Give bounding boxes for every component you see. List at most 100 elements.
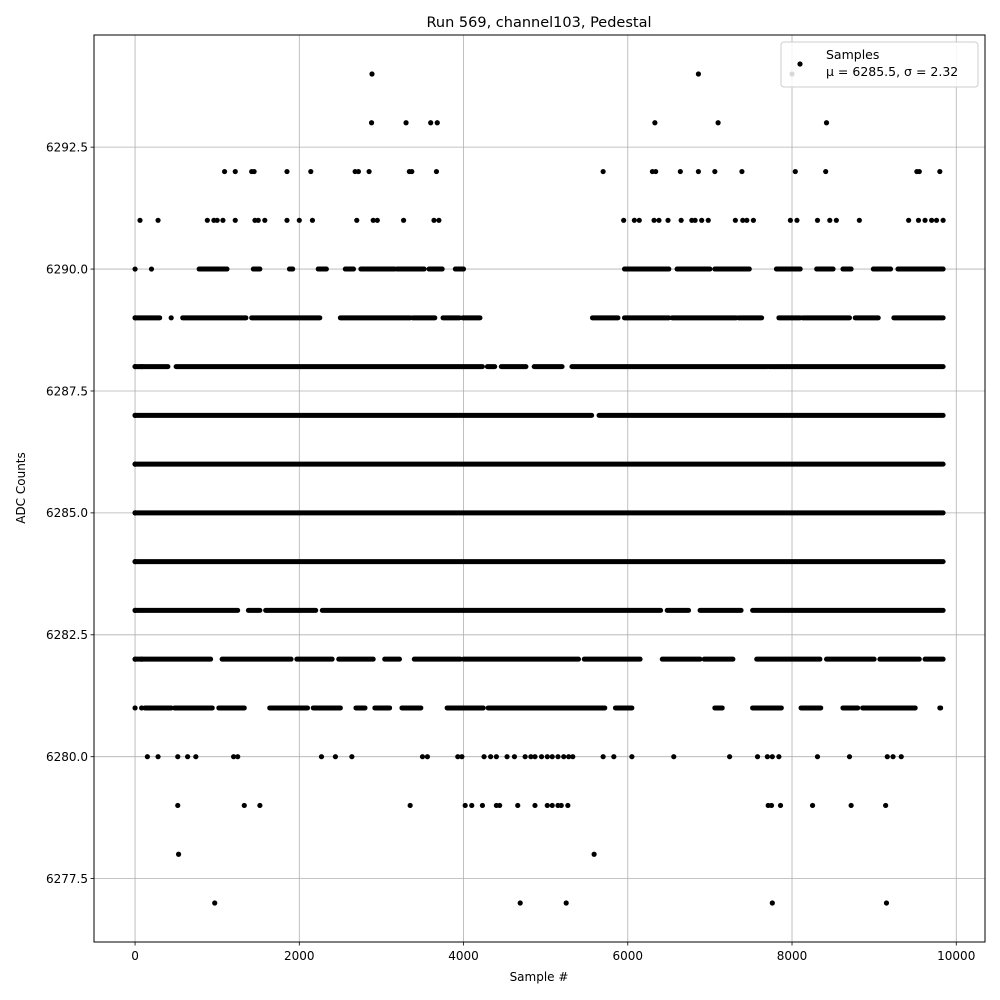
- data-point: [257, 802, 263, 809]
- data-point: [497, 802, 503, 809]
- data-point: [232, 217, 238, 223]
- data-point: [366, 168, 372, 175]
- data-point: [809, 802, 816, 809]
- data-point: [155, 754, 161, 760]
- data-point: [563, 900, 569, 906]
- x-tick-label: 0: [131, 949, 139, 963]
- legend-box: [780, 41, 979, 88]
- data-point: [699, 217, 705, 223]
- data-point: [488, 754, 494, 760]
- data-point: [549, 754, 555, 760]
- data-point: [220, 217, 226, 223]
- data-point: [916, 168, 922, 175]
- data-point: [221, 168, 228, 175]
- data-point: [898, 754, 904, 760]
- data-point: [823, 168, 829, 175]
- y-tick-label: 6280.0: [46, 750, 88, 764]
- data-point: [517, 900, 523, 906]
- y-axis-title: ADC Counts: [14, 452, 28, 524]
- data-point: [631, 217, 637, 223]
- y-axis-ticks: 6277.5 6280.0 6282.5 6285.0 6287.5 6290.0 6292…: [46, 140, 94, 886]
- data-point: [754, 754, 761, 760]
- data-point: [555, 754, 561, 760]
- data-point: [656, 217, 662, 223]
- data-point: [462, 802, 468, 809]
- data-point: [671, 754, 677, 760]
- data-point: [532, 754, 538, 760]
- data-point: [695, 71, 702, 77]
- data-point: [940, 217, 946, 223]
- data-point: [570, 754, 576, 760]
- data-point: [455, 754, 461, 760]
- y-tick-label: 6277.5: [46, 872, 88, 886]
- data-point: [677, 168, 683, 175]
- data-point: [309, 217, 316, 223]
- data-point: [132, 705, 138, 711]
- legend-marker-samples: [797, 61, 803, 67]
- data-point: [528, 754, 534, 760]
- data-point: [768, 802, 775, 809]
- y-tick-label: 6282.5: [46, 628, 88, 642]
- data-point: [434, 120, 440, 126]
- data-point: [479, 802, 486, 809]
- data-point: [712, 168, 718, 175]
- x-tick-label: 6000: [613, 949, 644, 963]
- data-point: [354, 217, 360, 223]
- x-tick-label: 10000: [937, 949, 975, 963]
- data-point: [424, 754, 431, 760]
- data-point: [469, 802, 475, 809]
- data-point: [436, 217, 442, 223]
- data-point: [481, 754, 487, 760]
- data-point: [132, 266, 138, 272]
- data-point: [409, 168, 415, 175]
- legend-label-samples: Samples: [826, 47, 879, 62]
- y-tick-label: 6285.0: [46, 506, 88, 520]
- data-point: [591, 851, 597, 857]
- data-point: [846, 754, 853, 760]
- data-point: [651, 217, 657, 223]
- data-point: [185, 754, 191, 760]
- data-point: [776, 754, 782, 760]
- data-point: [929, 217, 935, 223]
- data-point: [433, 168, 440, 175]
- data-point: [212, 900, 218, 906]
- data-point: [255, 217, 261, 223]
- data-point: [332, 754, 339, 760]
- data-point: [175, 851, 182, 857]
- data-point: [906, 217, 912, 223]
- data-point: [705, 217, 711, 223]
- data-point: [400, 217, 407, 223]
- data-point: [600, 168, 606, 175]
- data-point: [769, 754, 775, 760]
- data-point: [764, 754, 770, 760]
- data-point: [695, 168, 702, 175]
- data-point: [168, 315, 174, 321]
- data-point: [522, 754, 528, 760]
- data-point: [403, 120, 409, 126]
- data-point: [823, 120, 830, 126]
- data-point: [933, 217, 940, 223]
- data-point: [374, 217, 380, 223]
- data-point: [739, 168, 745, 175]
- data-point: [137, 217, 143, 223]
- data-point: [284, 168, 290, 175]
- data-point: [504, 754, 510, 760]
- data-point: [883, 900, 890, 906]
- legend-stats-line: μ = 6285.5, σ = 2.32: [826, 64, 958, 79]
- data-point: [431, 217, 437, 223]
- data-point: [629, 754, 635, 760]
- data-point: [915, 217, 922, 223]
- data-point: [349, 754, 355, 760]
- data-point: [232, 168, 238, 175]
- data-point: [549, 802, 555, 809]
- data-point: [727, 754, 733, 760]
- data-point: [241, 802, 247, 809]
- data-point: [193, 754, 199, 760]
- data-point: [744, 217, 750, 223]
- data-point: [459, 754, 465, 760]
- data-point: [370, 217, 376, 223]
- data-point: [544, 754, 550, 760]
- data-point: [296, 217, 302, 223]
- legend: Samples μ = 6285.5, σ = 2.32: [780, 41, 979, 88]
